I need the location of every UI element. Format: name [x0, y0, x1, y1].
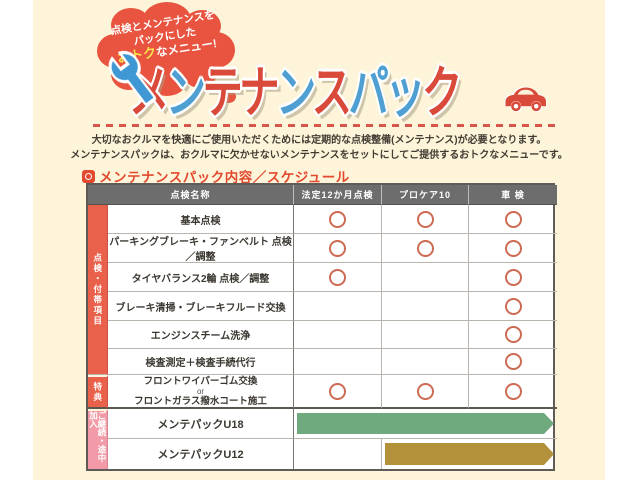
row-name: ブレーキ清掃・ブレーキフルード交換 [108, 292, 294, 321]
column-header-shaken: 車 検 [469, 185, 557, 205]
u18-schedule-bar [297, 413, 554, 434]
row-name: パーキングブレーキ・ファンベルト 点検／調整 [108, 234, 294, 263]
title-char: ナ [239, 61, 279, 124]
flyer-panel: 点検とメンテナンスを パックにした おトクなメニュー! メンテナンスパック 大切… [33, 0, 605, 480]
title-char: ス [311, 61, 352, 124]
title-char: ク [421, 61, 462, 124]
row-name: 基本点検 [108, 205, 294, 234]
column-header-houtei12: 法定12か月点検 [294, 185, 382, 205]
u18-bar-cell [294, 409, 557, 439]
group-label-continue: ご継続・途中加入 [88, 409, 108, 469]
mark-cell [294, 263, 382, 292]
badge-blob [183, 58, 217, 88]
u12-bar-cell [382, 439, 557, 469]
mark-cell [294, 349, 382, 375]
mark-cell [469, 234, 557, 263]
maintenance-schedule-table: 点検名称 法定12か月点検 プロケア10 車 検 点検・付帯項目 特典 ご継続・… [86, 183, 557, 471]
tokuten-line-2: フロントガラス撥水コート施工 [134, 395, 267, 407]
record-square-icon [82, 169, 95, 183]
dashed-divider [93, 124, 559, 127]
intro-line-2: メンテナンスパックは、おクルマに欠かせないメンテナンスをセットにしてご提供するお… [70, 150, 568, 161]
row-name-tokuten: フロントワイパーゴム交換 or フロントガラス撥水コート施工 [108, 375, 294, 409]
mark-cell [294, 205, 382, 234]
title-char: ン [165, 61, 206, 124]
mark-cell [469, 375, 557, 409]
tokuten-line-or: or [196, 386, 205, 396]
mark-cell [469, 349, 557, 375]
wrench-icon [109, 52, 156, 105]
mark-cell [469, 292, 557, 321]
mark-cell [382, 263, 469, 292]
group-label-tokuten: 特典 [88, 375, 108, 409]
column-header-name: 点検名称 [88, 185, 294, 205]
mark-cell [469, 205, 557, 234]
section-heading: メンテナンスパック内容／スケジュール [82, 166, 350, 186]
u12-schedule-bar [385, 443, 554, 465]
title-char: パ [348, 61, 389, 124]
intro-line-1: 大切なおクルマを快適にご使用いただくためには定期的な点検整備(メンテナンス)が必… [91, 135, 547, 146]
section-heading-label: メンテナンスパック内容／スケジュール [99, 170, 350, 185]
group-label-inspection: 点検・付帯項目 [88, 205, 108, 375]
column-header-procare10: プロケア10 [382, 185, 469, 205]
mark-cell [382, 349, 469, 375]
tokuten-line-1: フロントワイパーゴム交換 [143, 375, 258, 387]
mark-cell [294, 321, 382, 349]
mark-cell [294, 234, 382, 263]
u12-empty-cell [294, 439, 382, 469]
badge-tail [221, 90, 236, 103]
mark-cell [382, 375, 469, 409]
mark-cell [294, 375, 382, 409]
page-title: メンテナンスパック [129, 48, 462, 129]
mark-cell [294, 292, 382, 321]
mark-cell [469, 321, 557, 349]
mark-cell [382, 205, 469, 234]
badge-blob [147, 64, 187, 96]
row-name: タイヤバランス2輪 点検／調整 [108, 263, 294, 292]
title-char: ン [275, 61, 316, 124]
title-char: テ [202, 61, 242, 124]
mark-cell [382, 321, 469, 349]
row-name: エンジンスチーム洗浄 [108, 321, 294, 349]
title-char: ッ [385, 61, 425, 124]
row-name: 検査測定＋検査手続代行 [108, 349, 294, 375]
car-icon [505, 87, 546, 112]
row-name-u12: メンテパックU12 [108, 439, 294, 469]
mark-cell [469, 263, 557, 292]
mark-cell [382, 292, 469, 321]
row-name-u18: メンテパックU18 [108, 409, 294, 439]
intro-text: 大切なおクルマを快適にご使用いただくためには定期的な点検整備(メンテナンス)が必… [33, 133, 605, 163]
mark-cell [382, 234, 469, 263]
